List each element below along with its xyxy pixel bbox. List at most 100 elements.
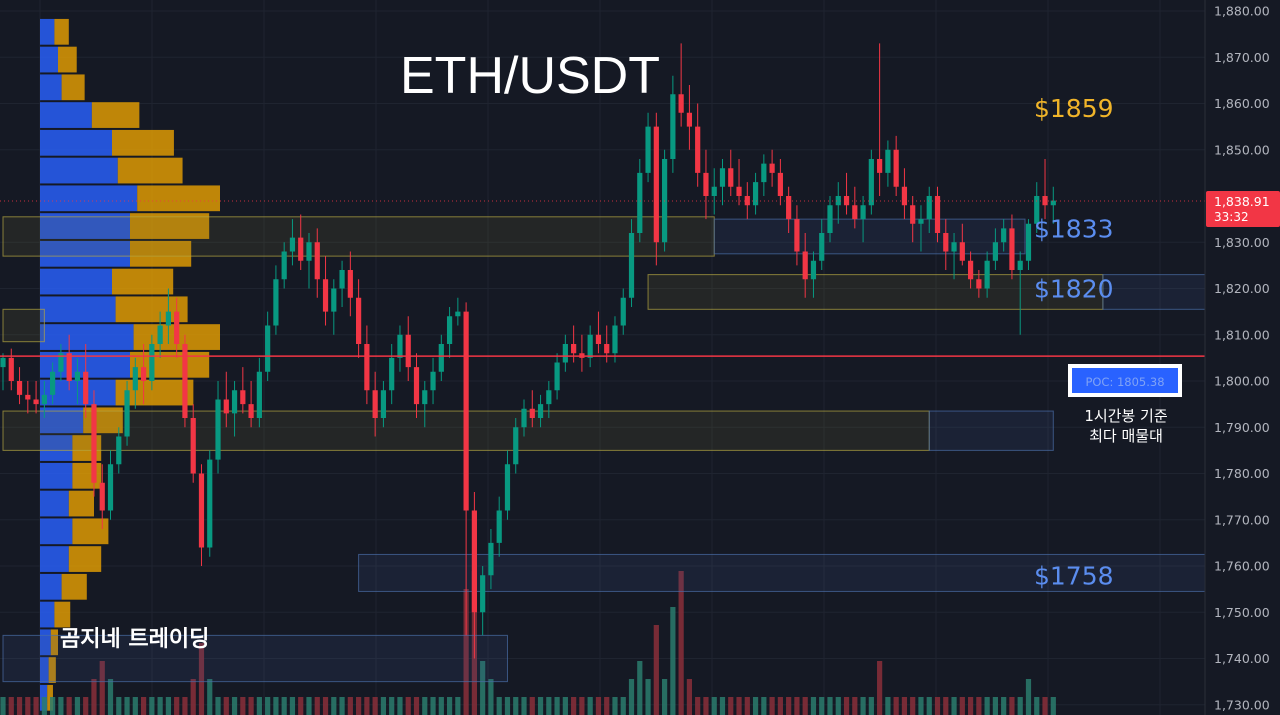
candle [157, 311, 163, 358]
candle-body [116, 436, 122, 465]
candle-body [612, 325, 618, 354]
candle-body [496, 510, 502, 543]
candle [182, 334, 188, 428]
candle-body [992, 242, 998, 261]
volume-bar [1017, 697, 1023, 715]
profile-buy-bar [40, 601, 55, 628]
volume-bar [149, 697, 155, 715]
volume-bar [992, 697, 998, 715]
candle-body [1009, 228, 1015, 270]
volume-bar [107, 679, 114, 715]
candle-body [860, 205, 866, 220]
candle [74, 357, 81, 405]
volume-bar [794, 697, 800, 715]
profile-buy-bar [40, 268, 112, 295]
volume-bar [33, 697, 39, 715]
volume-bar [1009, 697, 1015, 715]
volume-bar [480, 661, 486, 715]
candle-body [339, 270, 345, 289]
candle-body [686, 112, 693, 127]
zone-box [358, 553, 1280, 592]
candle-body [372, 390, 378, 418]
volume-bar [496, 697, 502, 715]
volume-bar [827, 697, 833, 715]
candle [314, 228, 320, 298]
candle [504, 450, 511, 520]
volume-bar [58, 697, 64, 715]
volume-bar [967, 697, 974, 715]
volume-bar [331, 697, 337, 715]
volume-bar [595, 697, 602, 715]
candle-body [595, 334, 602, 344]
volume-bar [198, 643, 205, 715]
profile-sell-bar [50, 629, 58, 656]
candle-body [207, 459, 213, 548]
candle [339, 260, 345, 307]
candle-body [703, 172, 709, 196]
candle [943, 219, 949, 270]
zone-price-label: $1820 [1034, 275, 1114, 304]
volume-bar [289, 697, 296, 715]
candle-body [41, 394, 47, 405]
volume-bar [819, 697, 825, 715]
zone-box [2, 634, 508, 683]
candle [231, 381, 238, 437]
candle-body [331, 288, 337, 312]
candle [885, 140, 891, 187]
candle-body [380, 390, 387, 418]
candle [149, 334, 155, 391]
candle-body [976, 279, 982, 289]
candle-body [752, 182, 759, 206]
candle [273, 265, 279, 335]
candle [554, 353, 560, 400]
volume-bar [438, 697, 444, 715]
axis-tick-label: 1,850.00 [1214, 142, 1270, 157]
candle [165, 288, 171, 344]
zone-box [2, 216, 715, 257]
candle [1025, 219, 1032, 270]
candle-body [298, 237, 304, 261]
volume-bar [8, 697, 14, 715]
candle [628, 219, 635, 307]
candle [910, 196, 916, 243]
volume-bar [943, 697, 949, 715]
price-axis[interactable]: 1,880.00 1,870.00 1,860.00 1,850.00 1,830.00… [1204, 0, 1280, 715]
candle [207, 450, 213, 557]
candle [835, 182, 841, 224]
profile-sell-bar [137, 185, 220, 212]
candle-body [711, 186, 717, 196]
candle-body [620, 297, 626, 326]
axis-tick-label: 1,810.00 [1214, 327, 1270, 342]
volume-bar [455, 697, 461, 715]
profile-sell-bar [117, 157, 183, 184]
candle [852, 186, 858, 229]
candle [132, 357, 138, 409]
last-price-tag[interactable]: 1,838.91 33:32 [1206, 191, 1280, 227]
profile-buy-bar [40, 213, 130, 239]
volume-bar [74, 697, 81, 715]
volume-bar [678, 571, 684, 715]
volume-bar [182, 697, 188, 715]
candle [562, 334, 568, 372]
candle [455, 297, 461, 326]
candle-body [124, 390, 130, 437]
candle-body [1001, 228, 1007, 243]
candle [1042, 159, 1048, 220]
candle [777, 159, 783, 206]
volume-bar [339, 697, 345, 715]
axis-tick-label: 1,790.00 [1214, 420, 1270, 435]
candle-body [91, 404, 97, 483]
candle-body [66, 353, 72, 381]
volume-bar [852, 697, 858, 715]
candle [637, 159, 643, 243]
profile-buy-bar [40, 573, 62, 600]
candle-body [885, 149, 891, 173]
candle-body [322, 279, 329, 312]
axis-tick-label: 1,750.00 [1214, 605, 1270, 620]
candle [595, 311, 602, 354]
candle [240, 367, 246, 414]
candle-body [653, 126, 659, 243]
candle-body [405, 334, 411, 368]
volume-bar [976, 697, 982, 715]
